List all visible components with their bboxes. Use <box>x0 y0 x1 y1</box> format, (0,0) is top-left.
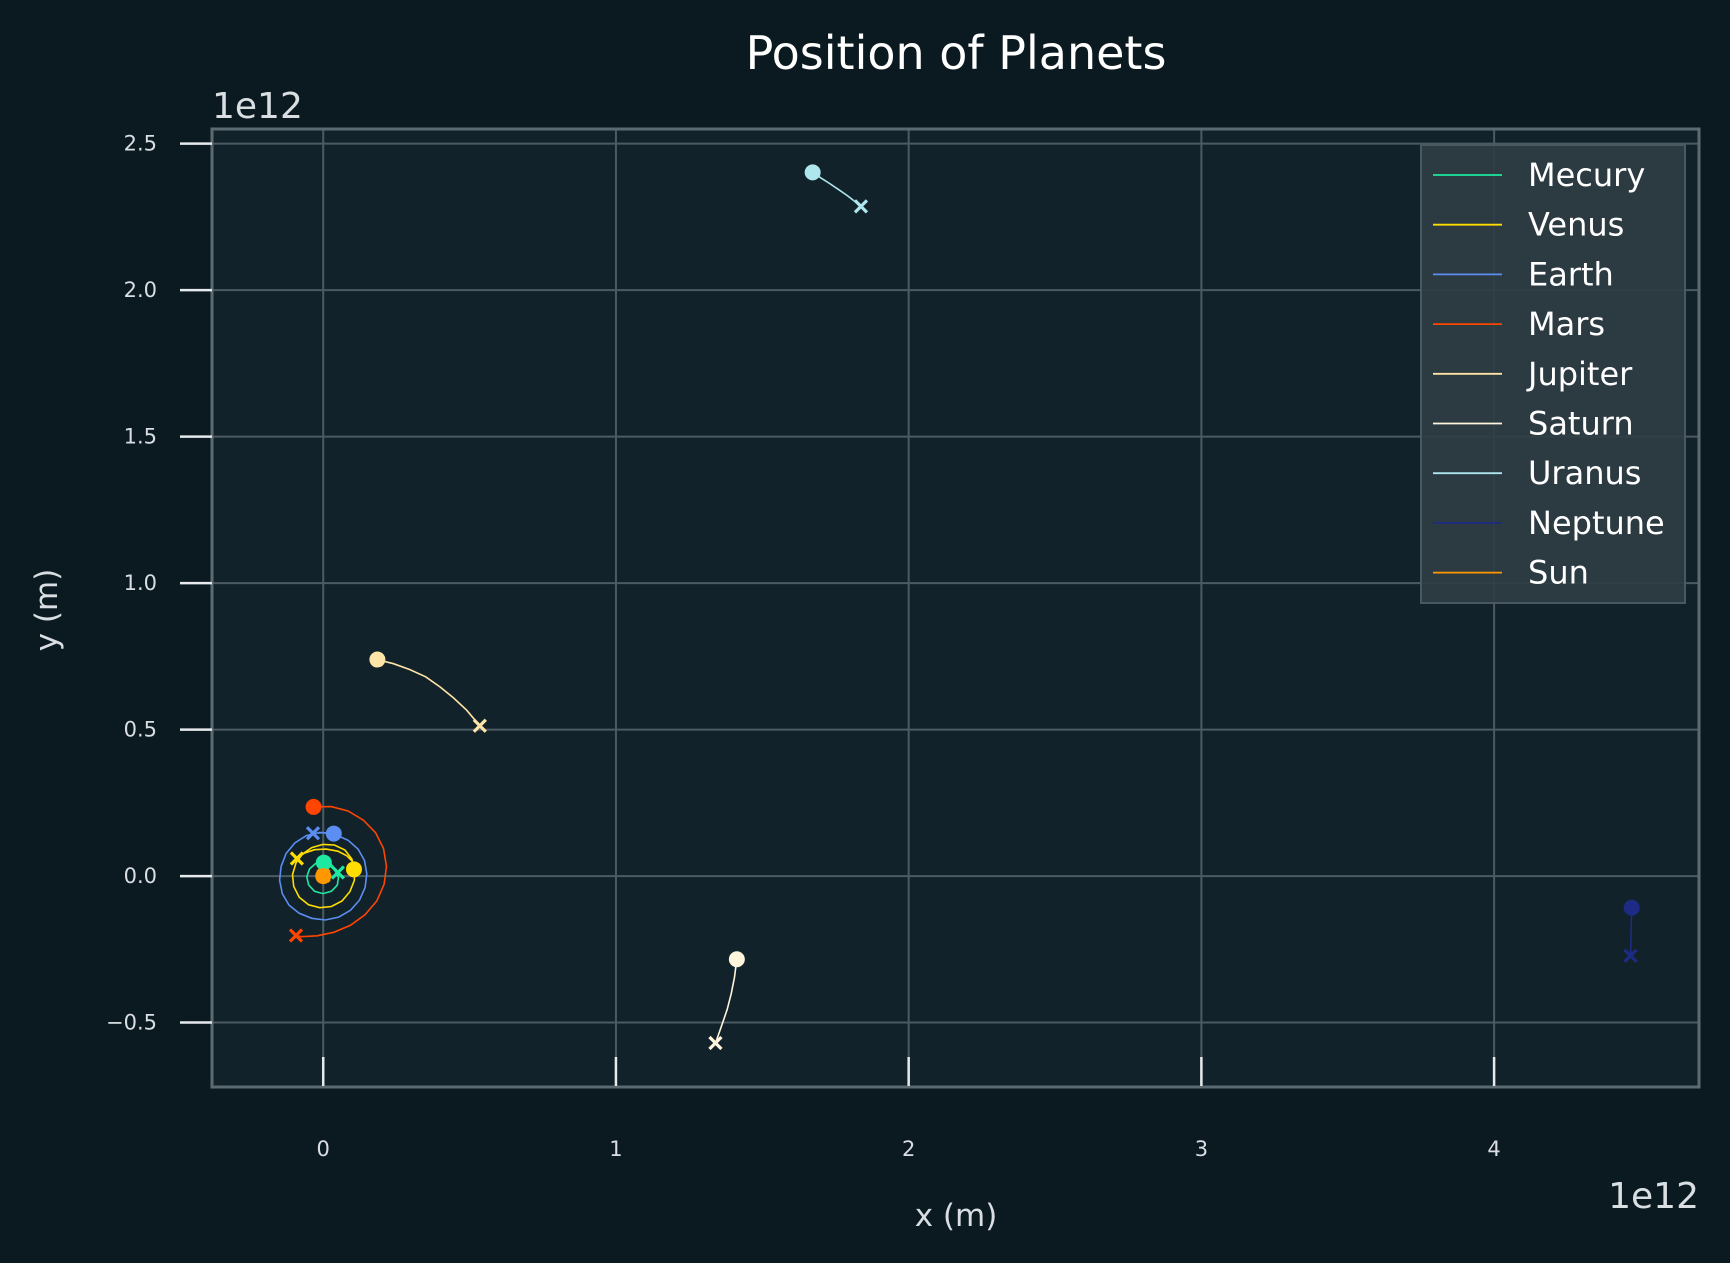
legend-label: Mars <box>1528 305 1605 343</box>
mars-start-marker <box>288 928 304 943</box>
earth-trajectory <box>278 831 368 921</box>
legend: Mecury Venus Earth Mars Jupiter Saturn Uranus N… <box>1420 144 1686 604</box>
x-tick-label: 4 <box>1487 1137 1500 1161</box>
legend-item-venus: Venus <box>1433 206 1624 244</box>
legend-item-mecury: Mecury <box>1433 156 1645 194</box>
legend-label: Uranus <box>1528 454 1641 492</box>
series-mars <box>288 798 388 943</box>
series-sun <box>315 868 332 885</box>
series-uranus <box>804 164 869 214</box>
x-tick-label: 0 <box>317 1137 330 1161</box>
legend-item-saturn: Saturn <box>1433 405 1634 443</box>
saturn-start-marker <box>708 1035 723 1051</box>
series-neptune <box>1623 899 1640 963</box>
legend-label: Jupiter <box>1526 355 1633 393</box>
legend-item-jupiter: Jupiter <box>1433 355 1633 393</box>
legend-label: Mecury <box>1528 156 1645 194</box>
y-tick-label: 1.0 <box>124 571 157 595</box>
y-axis-label: y (m) <box>29 569 65 652</box>
uranus-start-marker <box>853 199 869 214</box>
legend-item-sun: Sun <box>1433 554 1589 592</box>
x-offset-label: 1e12 <box>1608 1176 1699 1217</box>
y-tick-label: 2.0 <box>124 278 157 302</box>
x-axis-label: x (m) <box>915 1198 998 1234</box>
x-tick-label: 3 <box>1195 1137 1208 1161</box>
legend-label: Sun <box>1528 554 1589 592</box>
ticks: 0 1 2 3 4 −0.5 0.0 0.5 1.0 1.5 2.0 2.5 <box>106 132 1501 1161</box>
series-jupiter <box>369 651 487 733</box>
series-layer <box>278 164 1640 1051</box>
y-tick-label: −0.5 <box>106 1011 157 1035</box>
venus-position-point <box>345 861 362 878</box>
neptune-start-marker <box>1623 948 1638 963</box>
legend-label: Venus <box>1528 206 1624 244</box>
series-earth <box>278 825 368 921</box>
neptune-position-point <box>1623 899 1640 916</box>
y-tick-label: 0.5 <box>124 718 157 742</box>
mars-position-point <box>305 798 322 815</box>
legend-items: Mecury Venus Earth Mars Jupiter Saturn Uranus N… <box>1433 156 1665 592</box>
legend-label: Neptune <box>1528 504 1665 542</box>
x-tick-label: 2 <box>902 1137 915 1161</box>
venus-start-marker <box>289 851 305 866</box>
series-saturn <box>708 951 745 1051</box>
legend-label: Saturn <box>1528 405 1634 443</box>
jupiter-position-point <box>369 651 386 668</box>
neptune-trajectory <box>1629 907 1633 956</box>
y-tick-label: 0.0 <box>124 864 157 888</box>
uranus-trajectory <box>812 171 862 207</box>
earth-position-point <box>325 825 342 842</box>
venus-trajectory <box>291 843 356 909</box>
legend-item-uranus: Uranus <box>1433 454 1641 492</box>
y-offset-label: 1e12 <box>212 86 303 127</box>
y-tick-label: 1.5 <box>124 425 157 449</box>
jupiter-start-marker <box>472 718 487 733</box>
mecury-start-marker <box>330 865 345 880</box>
mecury-position-point <box>315 854 332 871</box>
earth-start-marker <box>305 826 321 841</box>
jupiter-trajectory <box>377 658 481 727</box>
series-venus <box>289 843 362 909</box>
legend-item-neptune: Neptune <box>1433 504 1665 542</box>
uranus-position-point <box>804 164 821 181</box>
legend-label: Earth <box>1528 255 1614 293</box>
series-mecury <box>305 854 345 895</box>
x-tick-label: 1 <box>609 1137 622 1161</box>
plot-frame <box>210 127 1701 1089</box>
y-tick-label: 2.5 <box>124 132 157 156</box>
saturn-position-point <box>728 951 745 968</box>
legend-item-mars: Mars <box>1433 305 1605 343</box>
saturn-trajectory <box>714 959 738 1044</box>
chart-title: Position of Planets <box>746 26 1167 80</box>
legend-item-earth: Earth <box>1433 255 1614 293</box>
sun-position-point <box>315 868 332 885</box>
mars-trajectory <box>295 805 388 938</box>
